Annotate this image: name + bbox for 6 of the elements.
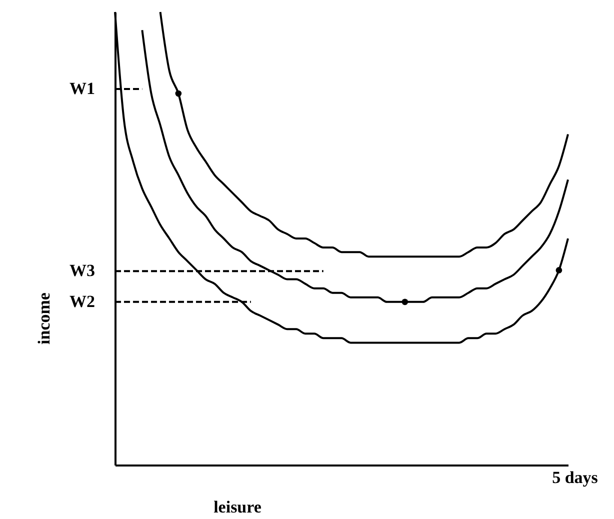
series-label: W2 (70, 292, 95, 311)
x-axis-title: leisure (214, 498, 262, 516)
series-label: W3 (70, 261, 95, 280)
y-axis-title: income (34, 292, 54, 344)
series-label: W1 (70, 79, 95, 98)
text: 5 days (552, 468, 598, 487)
